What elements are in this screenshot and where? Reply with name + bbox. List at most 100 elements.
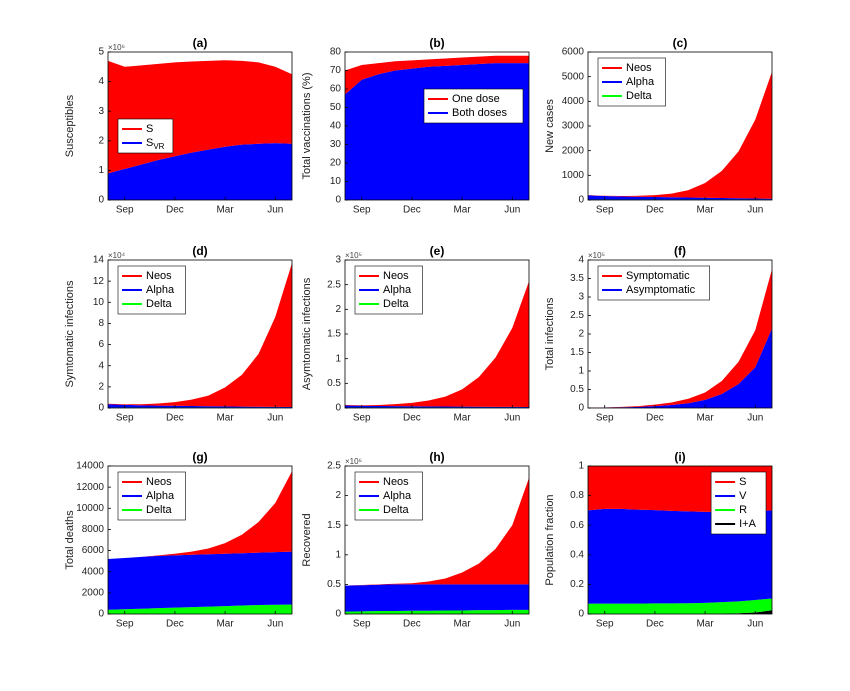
y-tick-label: 0.8 — [570, 490, 584, 501]
y-tick-label: 50 — [330, 102, 342, 113]
chart-title: (d) — [192, 244, 207, 258]
y-tick-label: 0 — [578, 195, 584, 206]
chart-title: (f) — [674, 244, 686, 258]
y-axis-label: New cases — [544, 99, 556, 153]
panel: 0 2000 4000 6000 8000 10000 12000 14000 Sep Dec Ma… — [64, 450, 293, 630]
legend-name: S — [146, 123, 153, 135]
legend-label: Alpha — [626, 76, 655, 88]
y-tick-label: 1.5 — [570, 347, 584, 358]
legend-name: Alpha — [626, 76, 655, 88]
legend-label: Delta — [383, 504, 410, 516]
y-tick-label: 12000 — [76, 482, 104, 493]
legend-name: Neos — [626, 62, 652, 74]
legend-name: Neos — [146, 270, 172, 282]
legend-name: One dose — [452, 93, 500, 105]
x-tick-label: Sep — [596, 205, 614, 216]
y-tick-label: 2.5 — [570, 310, 584, 321]
legend-name: Delta — [383, 504, 410, 516]
y-multiplier: ×10⁴ — [108, 251, 126, 260]
y-multiplier: ×10⁶ — [108, 43, 125, 52]
legend-label: Delta — [146, 298, 173, 310]
y-tick-label: 10 — [330, 176, 342, 187]
y-axis-label: Total infections — [544, 297, 556, 370]
x-tick-label: Mar — [453, 205, 471, 216]
legend-label: Neos — [383, 476, 409, 488]
area — [345, 281, 529, 408]
y-tick-label: 14 — [93, 255, 105, 266]
legend-name: Alpha — [146, 284, 175, 296]
axes-box — [107, 465, 293, 615]
legend-name: Alpha — [383, 490, 412, 502]
y-tick-label: 0 — [98, 195, 104, 206]
legend-name: Symptomatic — [626, 270, 690, 282]
legend-label: Delta — [146, 504, 173, 516]
panel: 0 10 20 30 40 50 60 70 80 Sep Dec Mar Jun (b) Total va… — [301, 36, 530, 216]
legend-label: One dose — [452, 93, 500, 105]
legend: One dose Both doses — [423, 88, 524, 124]
area — [345, 55, 529, 95]
legend-name-sub: VR — [153, 142, 164, 151]
axes-box — [344, 465, 530, 615]
x-tick-label: Jun — [747, 413, 763, 424]
legend-box — [354, 471, 423, 521]
y-tick-label: 6000 — [562, 47, 585, 58]
y-tick-label: 0 — [335, 609, 341, 620]
x-tick-label: Dec — [646, 413, 664, 424]
x-tick-label: Dec — [646, 619, 664, 630]
y-tick-label: 3 — [335, 255, 341, 266]
y-tick-label: 2 — [98, 381, 104, 392]
axes-box — [107, 259, 293, 409]
chart-title: (i) — [674, 450, 685, 464]
x-tick-label: Dec — [646, 205, 664, 216]
x-tick-label: Mar — [216, 413, 234, 424]
panel: 0 1000 2000 3000 4000 5000 6000 Sep Dec Mar Jun (c)… — [544, 36, 773, 216]
y-tick-label: 5000 — [562, 71, 585, 82]
legend-label: SVR — [146, 137, 165, 151]
y-axis-label: Population fraction — [544, 494, 556, 585]
chart-title: (g) — [192, 450, 207, 464]
chart-title: (b) — [429, 36, 444, 50]
y-tick-label: 1 — [335, 549, 341, 560]
legend-label: Symptomatic — [626, 270, 690, 282]
area — [108, 404, 292, 408]
legend: Neos Alpha Delta — [117, 265, 186, 315]
y-axis-label: Total vaccinations (%) — [301, 73, 313, 180]
y-tick-label: 70 — [330, 65, 342, 76]
x-tick-label: Mar — [453, 413, 471, 424]
area — [345, 405, 529, 408]
y-tick-label: 1000 — [562, 170, 585, 181]
y-tick-label: 40 — [330, 121, 342, 132]
y-tick-label: 4000 — [82, 566, 105, 577]
legend-name: Delta — [383, 298, 410, 310]
legend-label: S — [146, 123, 153, 135]
legend-name: Alpha — [383, 284, 412, 296]
y-tick-label: 10000 — [76, 503, 104, 514]
x-tick-label: Sep — [116, 205, 134, 216]
legend-name: S — [739, 476, 746, 488]
y-tick-label: 0 — [335, 195, 341, 206]
area — [588, 328, 772, 408]
x-tick-label: Jun — [267, 619, 283, 630]
x-tick-label: Jun — [504, 619, 520, 630]
area — [345, 477, 529, 586]
area — [588, 71, 772, 199]
chart-title: (c) — [673, 36, 688, 50]
y-tick-label: 1 — [578, 366, 584, 377]
area — [345, 63, 529, 200]
legend-name: Delta — [146, 298, 173, 310]
area — [345, 609, 529, 614]
x-tick-label: Mar — [696, 413, 714, 424]
area — [108, 604, 292, 614]
axes-box — [107, 51, 293, 201]
y-tick-label: 30 — [330, 139, 342, 150]
legend-box — [597, 265, 710, 301]
y-multiplier: ×10⁵ — [345, 251, 362, 260]
legend-name: Delta — [626, 90, 653, 102]
y-tick-label: 1 — [335, 353, 341, 364]
y-tick-label: 20 — [330, 158, 342, 169]
legend: SVR I+A — [710, 471, 767, 535]
x-tick-label: Dec — [166, 619, 184, 630]
x-tick-label: Dec — [403, 619, 421, 630]
